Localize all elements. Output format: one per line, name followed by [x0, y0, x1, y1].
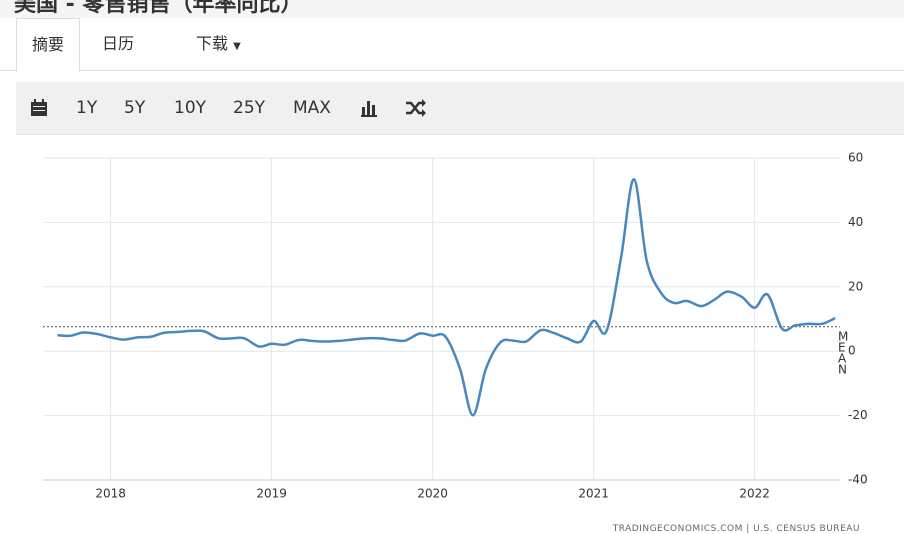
range-button[interactable]: 1Y	[76, 98, 98, 118]
range-button[interactable]: 25Y	[233, 98, 266, 118]
data-line	[57, 178, 836, 417]
x-tick-label: 2021	[578, 487, 609, 501]
x-tick-label: 2020	[417, 487, 448, 501]
tab-bar: 摘要 日历 下载 ▼	[0, 18, 904, 72]
calendar-icon[interactable]	[30, 99, 48, 117]
range-button[interactable]: 5Y	[124, 98, 146, 118]
y-tick-label: 40	[848, 215, 863, 229]
y-tick-label: 60	[848, 151, 863, 165]
chart: -40 -20 0 20 40 60 2018 2019 2020 2021 2022 M E A N	[43, 151, 868, 501]
title-bar: 美国 - 零售销售（年率同比）	[0, 0, 904, 18]
y-tick-label: -20	[848, 408, 868, 422]
range-button[interactable]: 10Y	[174, 98, 207, 118]
page-title: 美国 - 零售销售（年率同比）	[14, 0, 303, 17]
tab-label[interactable]: 下载	[196, 34, 229, 53]
tab[interactable]: 日历	[102, 34, 135, 53]
y-tick-label: 0	[848, 344, 856, 358]
x-tick-label: 2018	[95, 487, 126, 501]
toolbar: 1Y 5Y 10Y 25Y MAX	[16, 82, 904, 135]
range-button[interactable]: MAX	[293, 98, 331, 118]
x-tick-label: 2019	[256, 487, 287, 501]
source: TRADINGECONOMICS.COM | U.S. CENSUS BUREA…	[612, 524, 860, 534]
shuffle-icon[interactable]	[405, 99, 427, 117]
bar-chart-icon[interactable]	[361, 99, 379, 117]
tab[interactable]: 摘要	[16, 18, 81, 72]
y-tick-label: -40	[848, 473, 868, 487]
tab[interactable]: 下载 ▼	[196, 34, 241, 53]
x-tick-label: 2022	[739, 487, 770, 501]
y-tick-label: 20	[848, 279, 863, 293]
